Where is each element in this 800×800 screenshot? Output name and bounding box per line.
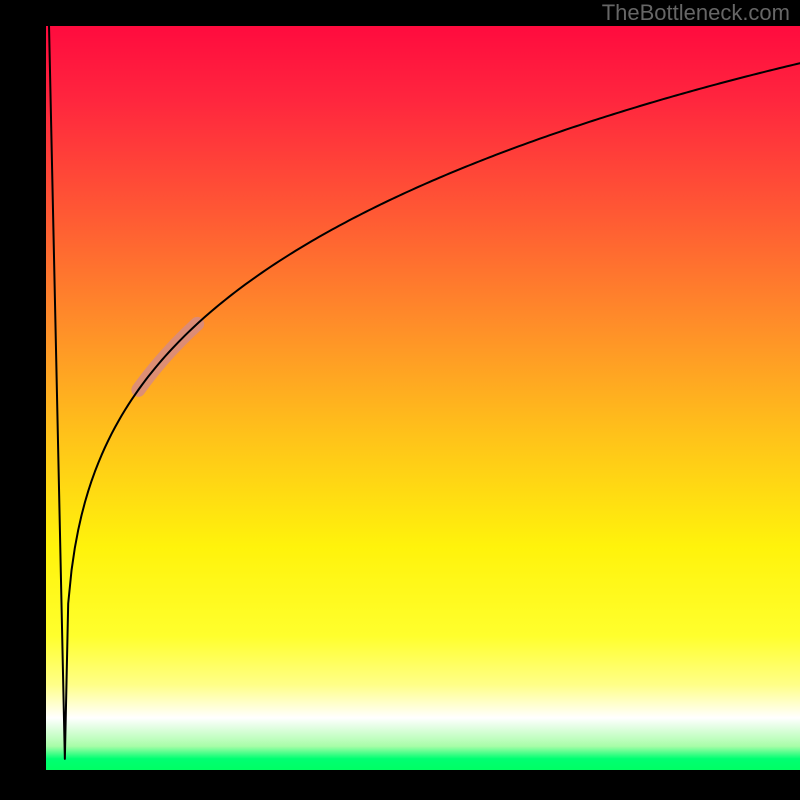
attribution-label: TheBottleneck.com: [602, 0, 790, 26]
gradient-background: [46, 26, 800, 770]
plot-area: [46, 26, 800, 770]
chart-stage: TheBottleneck.com: [0, 0, 800, 800]
chart-svg: [46, 26, 800, 770]
